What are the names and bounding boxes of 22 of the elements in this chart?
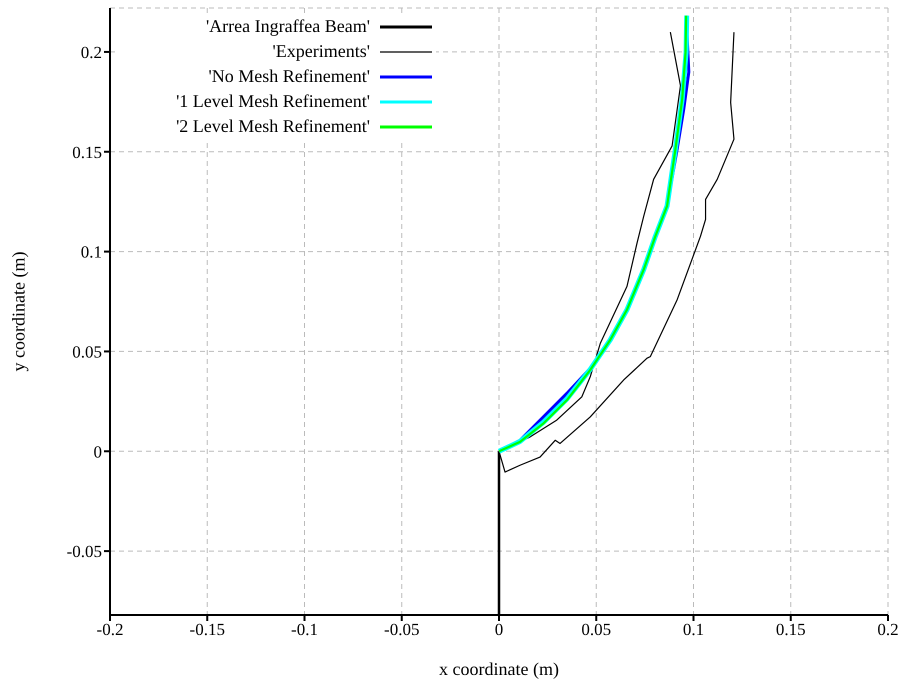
x-tick-label: -0.05 [384,620,420,640]
x-tick-label: 0.05 [581,620,612,640]
x-tick-label: 0.2 [877,620,899,640]
y-tick-label: 0.1 [80,242,102,262]
x-axis-title: x coordinate (m) [439,659,559,679]
legend-label: '1 Level Mesh Refinement' [176,91,370,112]
y-axis-title: y coordinate (m) [8,252,28,372]
y-tick-label: -0.05 [66,542,102,562]
y-tick-label: 0.2 [80,42,102,62]
y-tick-label: 0 [94,442,102,462]
x-tick-label: 0 [494,620,504,640]
y-tick-label: 0.05 [72,342,102,362]
y-tick-label: 0.15 [72,142,102,162]
legend-label: 'No Mesh Refinement' [208,66,370,87]
legend-label: '2 Level Mesh Refinement' [176,116,370,137]
x-tick-label: -0.1 [291,620,318,640]
legend-label: 'Experiments' [272,41,370,62]
x-tick-label: -0.15 [190,620,225,640]
legend-label: 'Arrea Ingraffea Beam' [206,16,370,37]
x-tick-label: 0.1 [682,620,704,640]
x-tick-label: 0.15 [776,620,806,640]
x-tick-label: -0.2 [96,620,124,640]
